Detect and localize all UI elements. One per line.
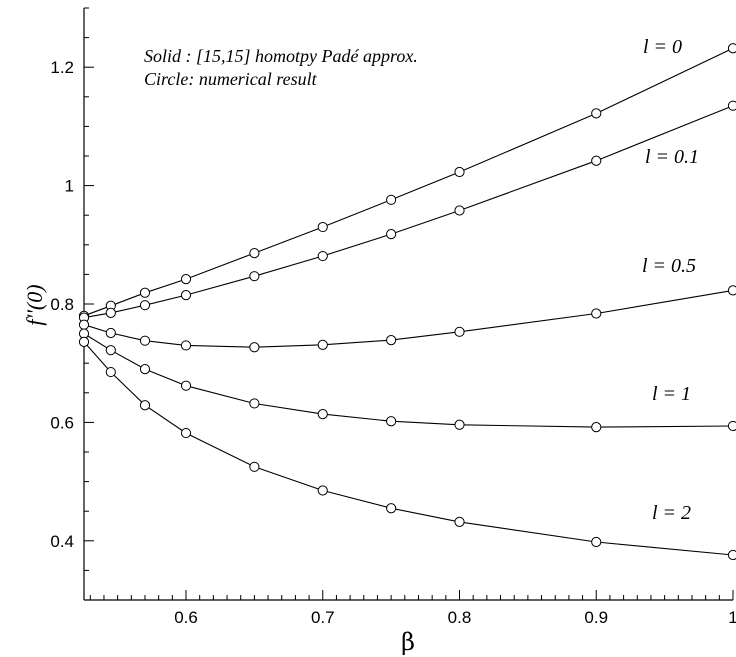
data-point — [386, 335, 397, 346]
data-point — [727, 420, 736, 432]
y-tick-label: 0.4 — [50, 532, 74, 551]
series-label-l0: l = 0 — [643, 36, 682, 58]
data-point — [386, 229, 397, 240]
x-tick-label: 0.8 — [448, 608, 472, 627]
data-point — [249, 271, 260, 282]
data-point — [727, 43, 736, 54]
y-tick-label: 0.8 — [50, 295, 74, 314]
data-point — [386, 503, 397, 514]
x-tick-label: 1 — [728, 608, 736, 627]
data-point — [249, 342, 260, 353]
series-label-l05: l = 0.5 — [642, 255, 696, 277]
data-point — [317, 221, 328, 233]
data-point — [454, 326, 465, 337]
data-point — [139, 364, 151, 375]
data-point — [180, 427, 192, 439]
data-point — [591, 155, 602, 166]
data-point — [727, 285, 736, 296]
series-line-1 — [83, 105, 734, 319]
x-axis-title: β — [401, 628, 415, 656]
data-point — [105, 307, 116, 318]
x-tick-label: 0.9 — [584, 608, 608, 627]
data-point — [249, 461, 260, 472]
series-line-4 — [83, 341, 734, 556]
data-point — [317, 250, 328, 262]
data-point — [727, 100, 736, 111]
data-point — [78, 319, 90, 330]
x-tick-label: 0.7 — [311, 608, 335, 627]
data-point — [139, 300, 151, 311]
series-line-0 — [83, 47, 734, 317]
series-line-3 — [83, 333, 734, 428]
data-point — [249, 247, 260, 259]
series-label-l01: l = 0.1 — [645, 146, 699, 168]
data-point — [180, 274, 192, 285]
data-point — [317, 409, 328, 420]
annotation-circle: Circle: numerical result — [144, 69, 318, 89]
data-point — [139, 287, 151, 298]
y-tick-label: 0.6 — [50, 413, 74, 432]
data-point — [727, 549, 736, 561]
data-point — [454, 419, 465, 430]
data-point — [105, 327, 116, 339]
series-label-l1: l = 1 — [652, 383, 691, 405]
data-point — [78, 336, 90, 347]
data-point — [454, 516, 465, 527]
data-point — [591, 422, 602, 433]
data-point — [139, 335, 151, 346]
data-point — [249, 398, 260, 409]
y-axis-title: f''(0) — [22, 284, 47, 325]
annotation-solid: Solid : [15,15] homotpy Padé approx. — [144, 46, 418, 66]
data-point — [180, 340, 192, 351]
data-point — [139, 400, 151, 411]
data-point — [591, 308, 602, 319]
data-point — [454, 166, 465, 178]
series-markers — [78, 43, 736, 561]
series-lines — [83, 47, 734, 556]
data-point — [180, 380, 192, 391]
series-line-2 — [83, 289, 734, 348]
series-label-l2: l = 2 — [652, 502, 691, 524]
y-tick-label: 1 — [65, 177, 74, 196]
data-point — [105, 345, 116, 356]
data-point — [591, 108, 602, 119]
data-point — [386, 416, 397, 427]
y-tick-label: 1.2 — [50, 58, 74, 77]
data-point — [591, 536, 602, 548]
x-tick-label: 0.6 — [174, 608, 198, 627]
data-point — [386, 194, 397, 205]
data-point — [317, 339, 328, 350]
data-point — [180, 290, 192, 301]
data-point — [454, 205, 465, 216]
data-point — [317, 485, 328, 496]
data-point — [105, 366, 116, 378]
ticks: 0.6 0.7 0.8 0.9 1 0.4 0.6 0.8 1 1.2 — [50, 7, 736, 627]
